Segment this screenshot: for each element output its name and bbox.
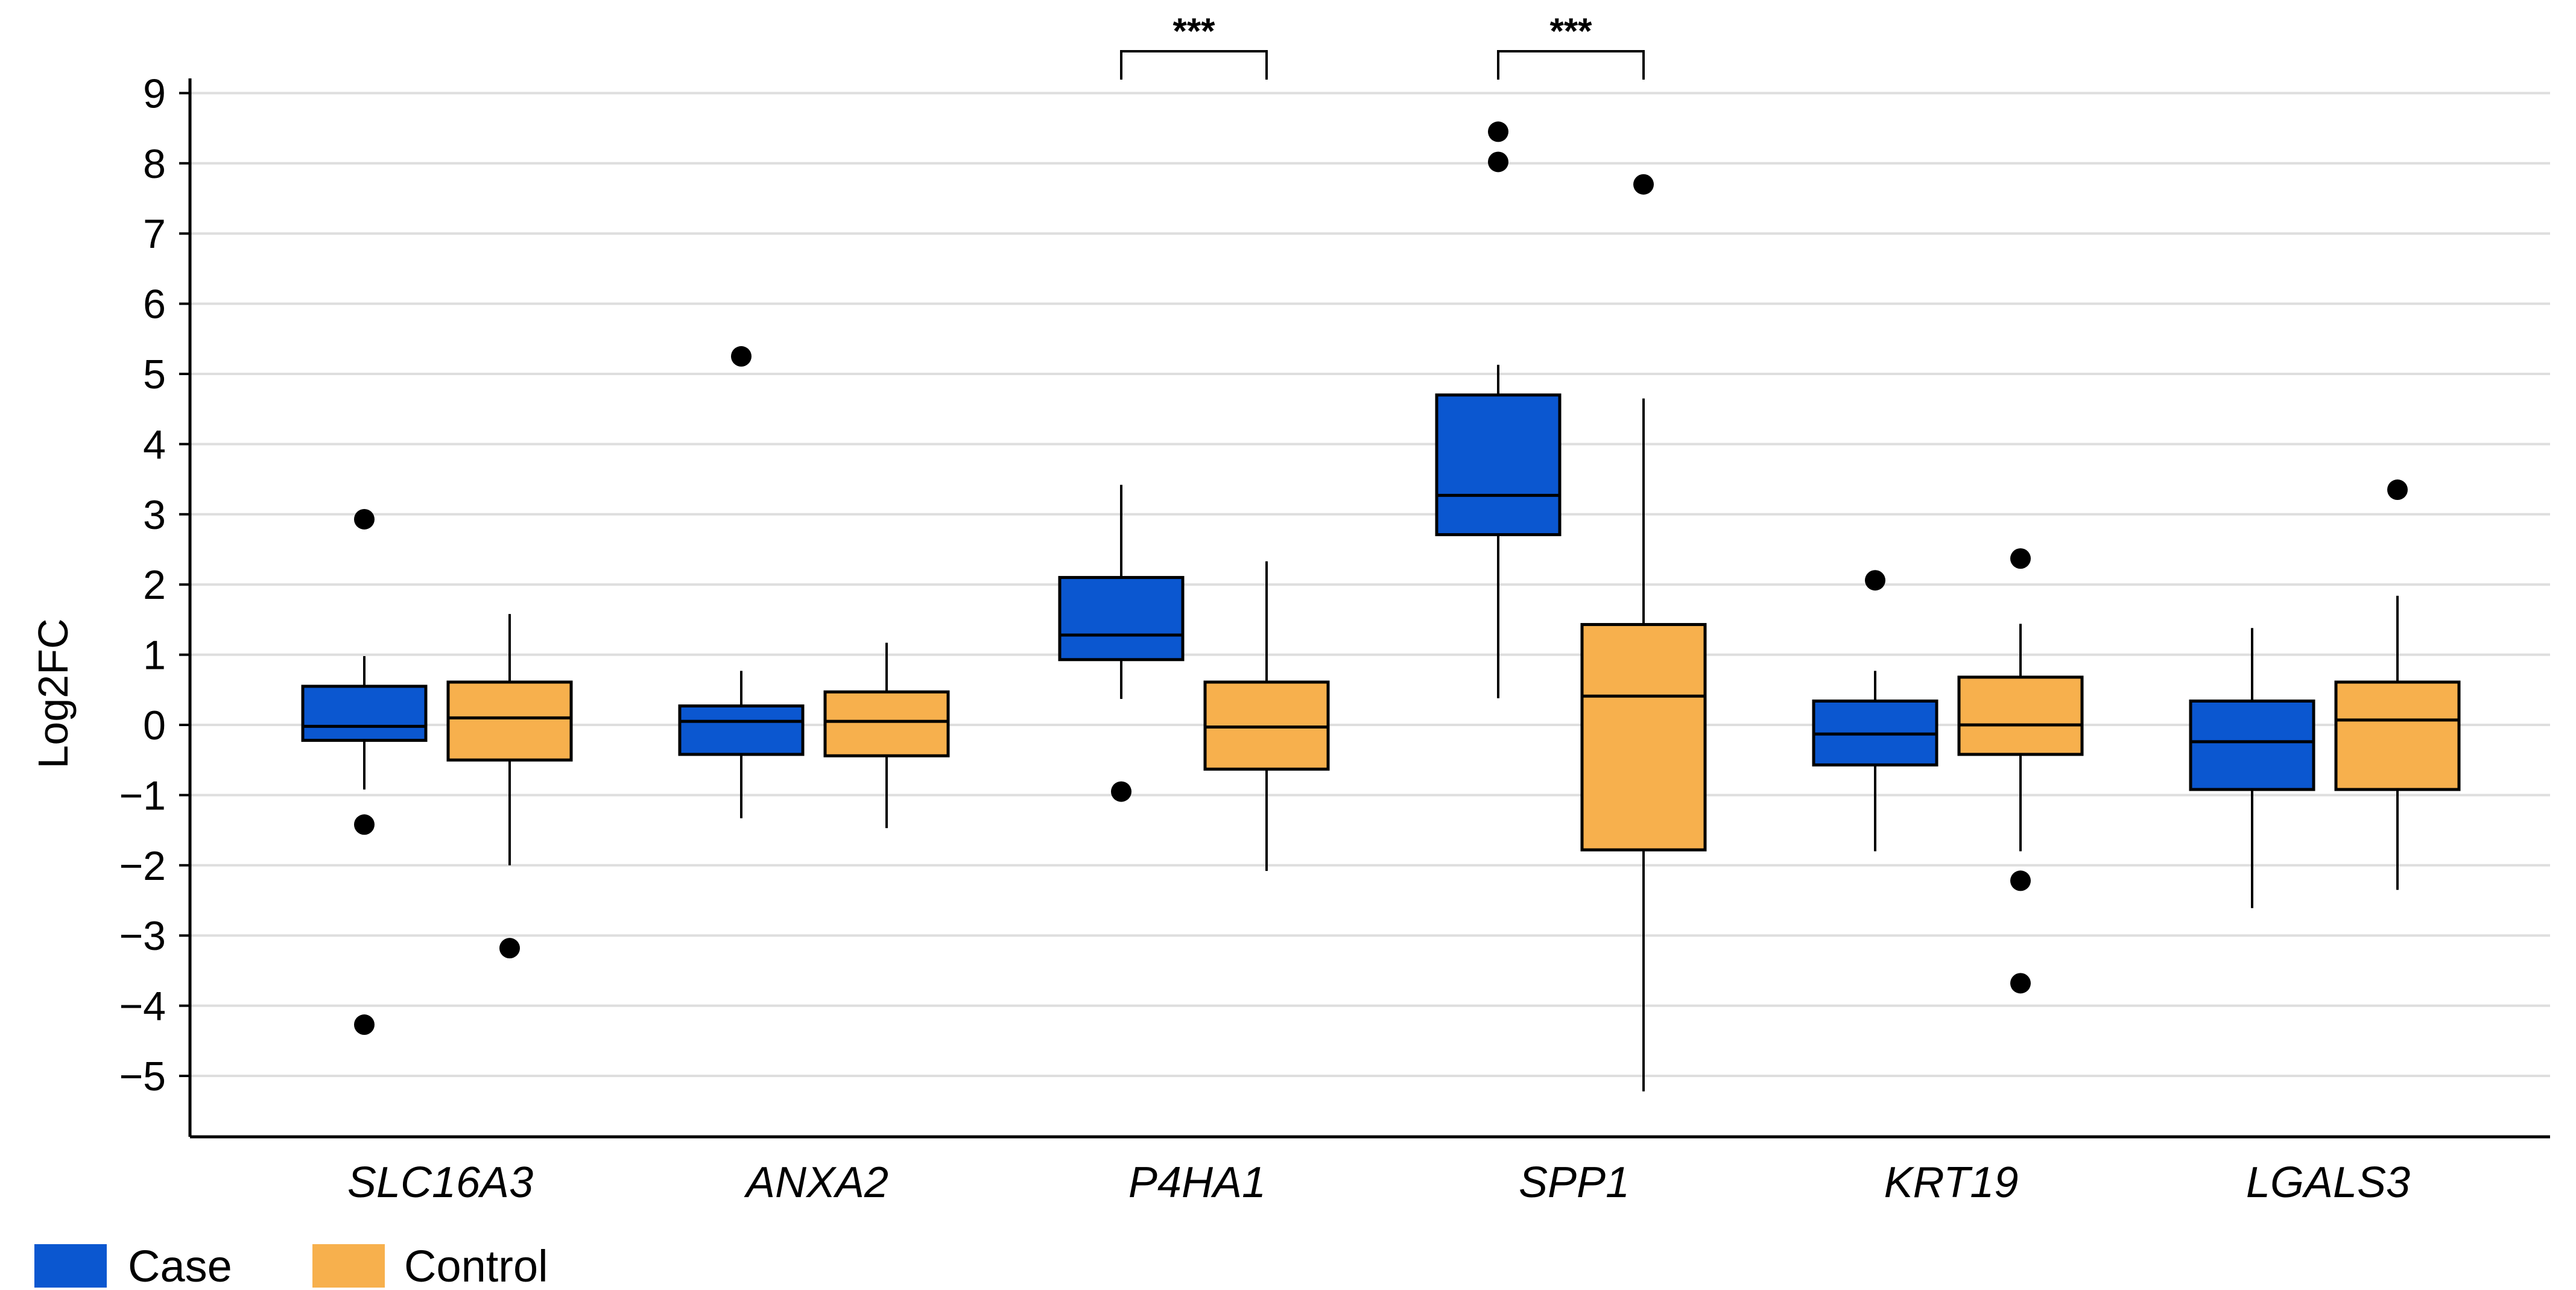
category-label: KRT19: [1884, 1159, 2019, 1207]
gridlines: [190, 92, 2550, 1077]
y-tick-label: 9: [143, 71, 166, 116]
legend-item-control: Control: [312, 1241, 548, 1290]
category-label: LGALS3: [2246, 1159, 2410, 1207]
y-axis-ticks: 9 8 7 6 5 4 3 2 1 0 −1 −2 −3 −4 −5: [119, 71, 190, 1099]
box-case-krt19: [1812, 671, 1938, 852]
outlier-point: [2010, 973, 2031, 994]
box-control-spp1: [1580, 398, 1707, 1092]
y-tick-label: 0: [143, 703, 166, 748]
legend-item-case: Case: [34, 1241, 232, 1290]
axes: [188, 78, 2550, 1139]
box-case-slc16a3: [301, 656, 428, 790]
box-control-p4ha1: [1203, 561, 1330, 871]
y-axis-title: Log2FC: [30, 618, 77, 768]
box-control-lgals3: [2334, 595, 2461, 890]
category-label: ANXA2: [744, 1159, 888, 1207]
significance-annotations: *** ***: [1120, 11, 1645, 80]
significance-label: ***: [1549, 11, 1592, 51]
box-control-anxa2: [823, 642, 950, 829]
outlier-point: [2010, 548, 2031, 569]
iqr-box: [2334, 680, 2461, 791]
outlier-point: [1488, 151, 1508, 172]
outlier-point: [499, 938, 520, 959]
outliers: [354, 121, 2408, 1035]
box-control-slc16a3: [446, 614, 573, 865]
iqr-box: [823, 690, 950, 757]
y-tick-label: −2: [119, 843, 166, 889]
y-tick-label: −5: [119, 1054, 166, 1099]
bracket-line: [1120, 50, 1268, 80]
outlier-point: [2010, 870, 2031, 891]
legend: Case Control: [34, 1241, 548, 1290]
iqr-box: [1058, 576, 1185, 662]
outlier-point: [1488, 121, 1508, 142]
iqr-box: [678, 704, 805, 756]
iqr-box: [446, 680, 573, 762]
legend-swatch: [312, 1244, 385, 1288]
legend-label: Control: [404, 1241, 548, 1290]
iqr-box: [1435, 393, 1562, 537]
y-tick-label: −4: [119, 984, 166, 1029]
significance-label: ***: [1172, 11, 1215, 51]
outlier-point: [1111, 781, 1131, 802]
y-tick-label: 7: [143, 211, 166, 257]
significance-bracket-p4ha1: ***: [1120, 11, 1268, 80]
y-tick-label: 4: [143, 422, 166, 467]
box-case-lgals3: [2189, 628, 2315, 908]
box-case-spp1: [1435, 364, 1562, 698]
y-tick-label: 8: [143, 141, 166, 187]
y-tick-label: −3: [119, 913, 166, 959]
outlier-point: [354, 508, 375, 530]
boxes: [301, 364, 2461, 1092]
outlier-point: [1633, 174, 1654, 195]
outlier-point: [1865, 570, 1885, 591]
iqr-box: [1580, 623, 1707, 852]
box-case-anxa2: [678, 671, 805, 818]
outlier-point: [2387, 479, 2408, 501]
y-tick-label: 6: [143, 282, 166, 327]
x-axis-category-labels: SLC16A3 ANXA2 P4HA1 SPP1 KRT19 LGALS3: [347, 1159, 2410, 1207]
category-label: SLC16A3: [347, 1159, 533, 1207]
outlier-point: [354, 1014, 375, 1035]
y-tick-label: 3: [143, 492, 166, 538]
legend-label: Case: [128, 1241, 232, 1290]
y-tick-label: −1: [119, 773, 166, 818]
iqr-box: [1957, 675, 2084, 756]
iqr-box: [2189, 699, 2315, 791]
category-label: SPP1: [1519, 1159, 1630, 1207]
box-case-p4ha1: [1058, 484, 1185, 699]
box-control-krt19: [1957, 624, 2084, 852]
category-label: P4HA1: [1128, 1159, 1266, 1207]
y-tick-label: 5: [143, 352, 166, 397]
outlier-point: [354, 814, 375, 835]
iqr-box: [301, 685, 428, 742]
y-tick-label: 1: [143, 633, 166, 678]
y-tick-label: 2: [143, 562, 166, 608]
significance-bracket-spp1: ***: [1497, 11, 1645, 80]
outlier-point: [731, 346, 752, 367]
legend-swatch: [34, 1244, 107, 1288]
bracket-line: [1497, 50, 1645, 80]
